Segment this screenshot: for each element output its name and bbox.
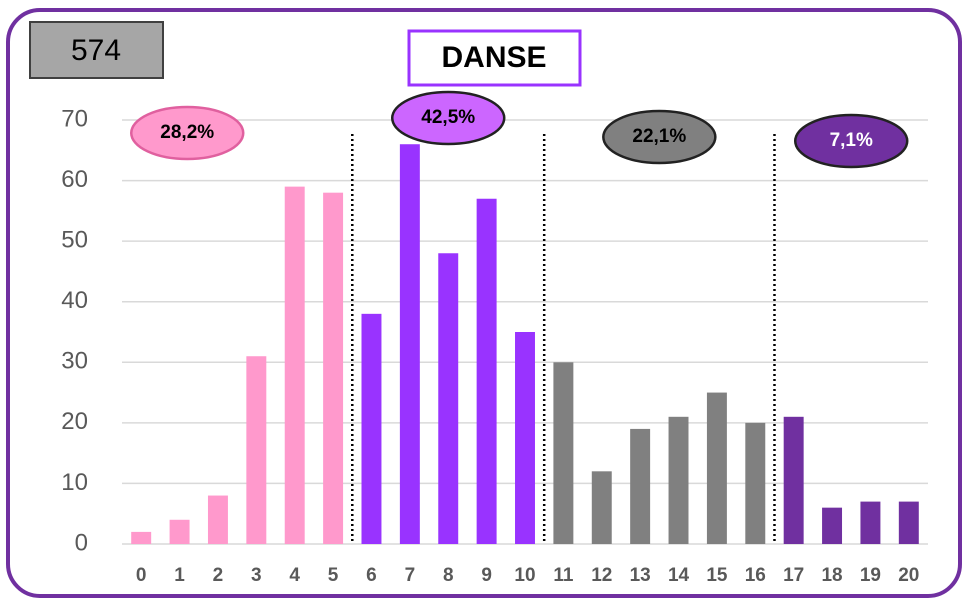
percent-label: 7,1% (830, 130, 873, 151)
percent-label: 22,1% (632, 126, 686, 147)
y-tick-label: 50 (61, 226, 88, 253)
x-tick-label: 16 (745, 565, 766, 586)
bar (131, 531, 152, 544)
bar (591, 471, 612, 544)
x-tick-label: 3 (251, 565, 262, 586)
percent-badge (390, 90, 506, 146)
x-tick-label: 7 (405, 565, 416, 586)
y-tick-label: 60 (61, 166, 88, 193)
y-tick-label: 70 (61, 105, 88, 132)
total-label: 574 (71, 34, 121, 67)
title-box (407, 29, 582, 87)
bar (207, 495, 228, 544)
x-tick-label: 14 (668, 565, 690, 586)
x-tick-label: 11 (553, 565, 574, 586)
chart-title: DANSE (441, 41, 546, 74)
bar (898, 501, 919, 544)
x-tick-label: 13 (630, 565, 651, 586)
x-tick-label: 18 (821, 565, 842, 586)
percent-label: 28,2% (160, 122, 214, 143)
bar (246, 356, 267, 544)
x-tick-label: 20 (898, 565, 919, 586)
bar (284, 186, 305, 544)
bar (822, 507, 843, 544)
percent-badge (129, 105, 245, 161)
x-tick-label: 9 (481, 565, 492, 586)
y-tick-label: 0 (75, 529, 88, 556)
bar (706, 392, 727, 544)
bar (783, 416, 804, 544)
percent-badge (602, 109, 717, 165)
bar (630, 428, 651, 544)
x-tick-label: 19 (860, 565, 881, 586)
total-box (29, 21, 164, 79)
y-tick-label: 40 (61, 287, 88, 314)
y-tick-label: 10 (61, 469, 88, 496)
bar (745, 422, 766, 544)
bar (361, 313, 382, 544)
bar (668, 416, 689, 544)
percent-badge (793, 113, 909, 169)
bar (515, 332, 535, 544)
bar (169, 519, 190, 544)
y-tick-label: 20 (61, 408, 88, 435)
x-tick-label: 10 (514, 565, 535, 586)
bar (323, 192, 344, 544)
bar (860, 501, 881, 544)
x-tick-label: 8 (443, 565, 454, 586)
x-tick-label: 0 (136, 565, 147, 586)
bar (438, 253, 459, 544)
x-tick-label: 17 (783, 565, 804, 586)
y-tick-label: 30 (61, 348, 88, 375)
percent-label: 42,5% (421, 107, 475, 128)
x-tick-label: 15 (706, 565, 728, 586)
x-tick-label: 12 (591, 565, 612, 586)
bar (399, 144, 420, 544)
x-tick-label: 5 (328, 565, 339, 586)
bar (476, 198, 497, 544)
x-tick-label: 1 (174, 565, 185, 586)
x-tick-label: 6 (366, 565, 377, 586)
x-tick-label: 2 (213, 565, 224, 586)
x-tick-label: 4 (289, 565, 300, 586)
bar (553, 362, 574, 544)
